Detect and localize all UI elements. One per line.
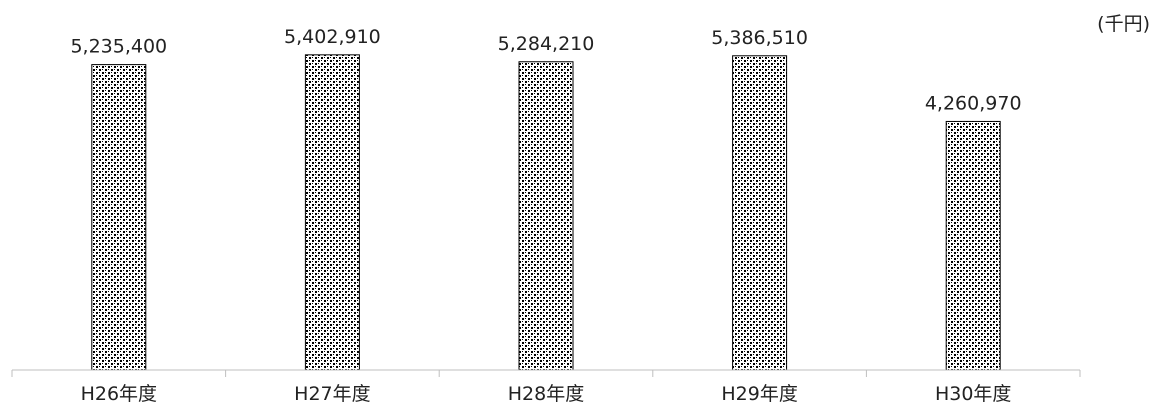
value-label: 5,402,910 [284,26,381,48]
category-label: H30年度 [935,383,1011,405]
value-label: 5,284,210 [498,33,595,55]
bar-H29年度 [732,55,788,371]
value-label: 4,260,970 [925,92,1022,114]
bar-H28年度 [518,61,574,371]
bars-group [91,54,1001,371]
bar-H27年度 [304,54,360,371]
category-label: H26年度 [81,383,157,405]
x-axis-ticks [11,370,1081,377]
bar-H30年度 [945,120,1001,371]
unit-label: (千円) [1097,13,1150,35]
value-label: 5,386,510 [711,27,808,49]
category-labels-group: H26年度 H27年度 H28年度 H29年度 H30年度 [81,383,1012,405]
category-label: H27年度 [294,383,370,405]
bar-H26年度 [91,64,147,371]
value-labels-group: 5,235,400 5,402,910 5,284,210 5,386,510 4,26… [70,26,1021,115]
category-label: H29年度 [721,383,797,405]
category-label: H28年度 [508,383,584,405]
value-label: 5,235,400 [70,36,167,58]
